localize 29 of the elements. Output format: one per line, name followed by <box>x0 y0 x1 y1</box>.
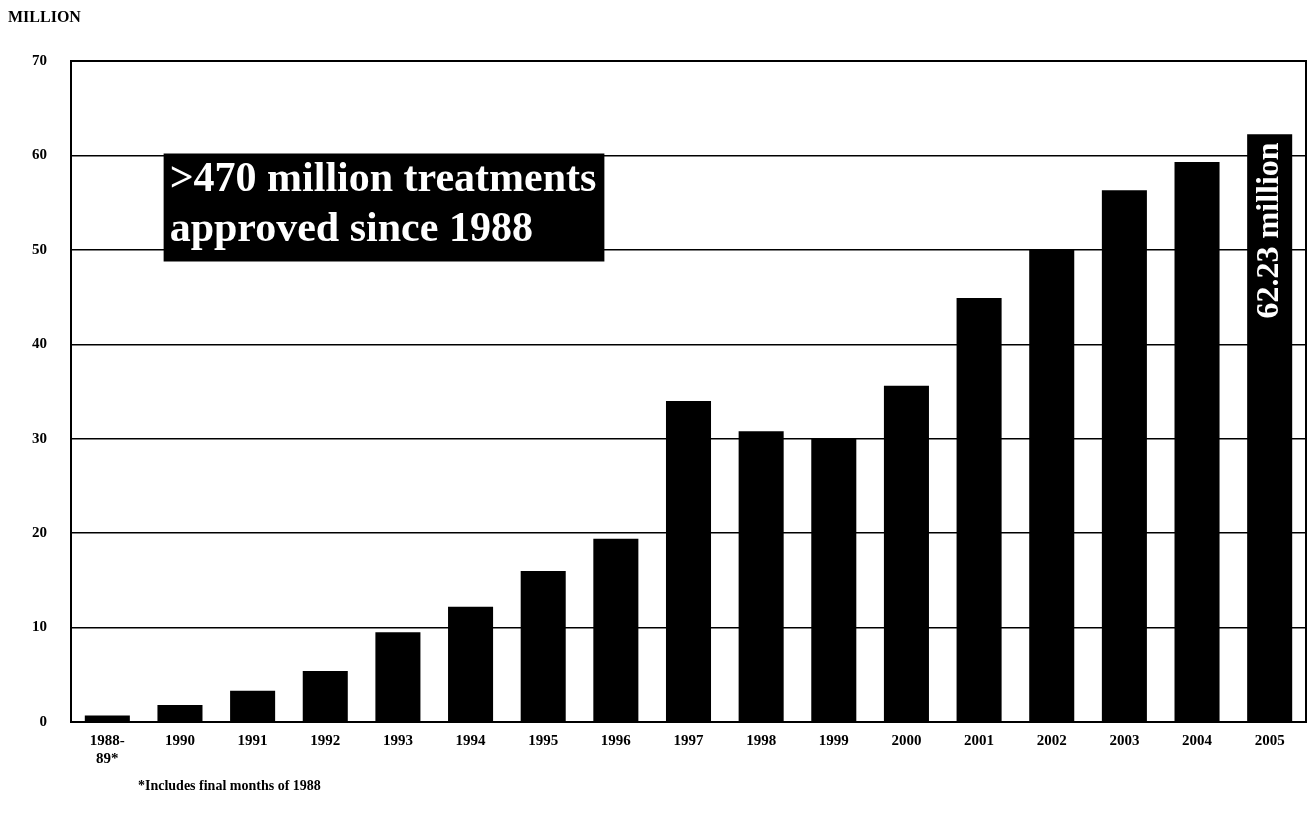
x-tick-label: 2004 <box>1182 731 1213 748</box>
x-tick-label: 2001 <box>964 731 995 748</box>
x-tick-label: 1993 <box>382 731 413 748</box>
x-tick-label: 1996 <box>600 731 632 748</box>
x-tick-label: 1999 <box>818 731 849 748</box>
y-tick-label: 10 <box>32 618 47 635</box>
x-tick-label: 2000 <box>891 731 922 748</box>
y-tick-label: 30 <box>32 429 47 446</box>
y-tick-label: 70 <box>32 51 47 68</box>
y-tick-label: 40 <box>32 335 47 352</box>
y-tick-label: 20 <box>32 524 47 541</box>
x-tick-label: 1998 <box>746 731 777 748</box>
data-label: 62.23 million <box>1248 142 1285 319</box>
x-tick-label: 1988-89* <box>89 731 125 766</box>
y-tick-label: 60 <box>32 146 47 163</box>
y-axis-title: MILLION <box>8 8 82 26</box>
y-tick-label: 0 <box>39 712 47 729</box>
y-tick-label: 50 <box>32 240 47 257</box>
x-tick-label: 1994 <box>455 731 487 748</box>
x-tick-label: 1997 <box>673 731 704 748</box>
x-tick-label: 2002 <box>1036 731 1067 748</box>
x-tick-label: 1990 <box>164 731 195 748</box>
x-tick-label: 1992 <box>310 731 341 748</box>
x-tick-label: 1991 <box>237 731 268 748</box>
text: *Includes final months of 1988 <box>138 778 322 794</box>
x-tick-label: 1995 <box>528 731 559 748</box>
x-tick-label: 2005 <box>1254 731 1285 748</box>
annotation: >470 million treatments approved since 1988 <box>169 154 597 251</box>
x-tick-label: 2003 <box>1109 731 1140 748</box>
